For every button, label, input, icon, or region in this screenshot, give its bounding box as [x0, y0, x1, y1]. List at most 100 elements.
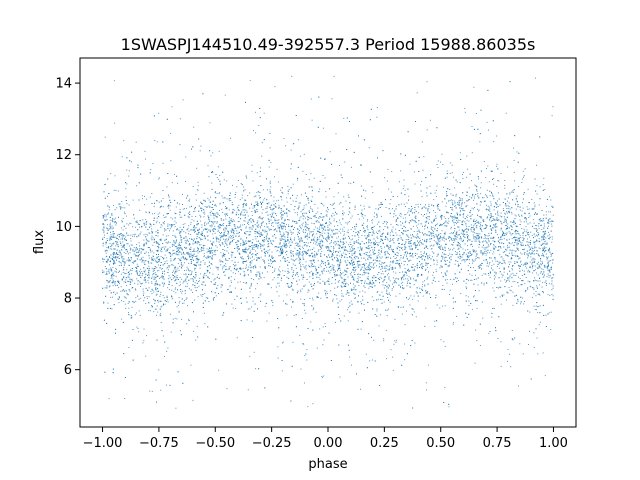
data-point: [187, 268, 189, 270]
data-point: [263, 199, 265, 201]
data-point: [474, 251, 476, 253]
data-point: [338, 246, 340, 248]
data-point: [162, 257, 163, 259]
data-point: [399, 272, 401, 274]
data-point: [297, 208, 299, 210]
data-point: [121, 219, 123, 221]
data-point: [188, 225, 190, 227]
data-point: [280, 213, 282, 215]
data-point: [300, 291, 302, 293]
data-point: [476, 340, 478, 342]
data-point: [176, 306, 178, 308]
data-point: [441, 249, 443, 250]
data-point: [473, 199, 474, 201]
data-point: [436, 236, 438, 238]
data-point: [407, 239, 409, 241]
data-point: [143, 328, 145, 330]
data-point: [456, 223, 458, 225]
data-point: [549, 247, 550, 249]
data-point: [533, 305, 535, 307]
data-point: [411, 254, 413, 256]
data-point: [311, 217, 312, 219]
data-point: [172, 277, 174, 279]
data-point: [225, 266, 227, 268]
data-point: [377, 244, 379, 246]
data-point: [343, 242, 345, 244]
data-point: [320, 297, 322, 299]
data-point: [263, 244, 265, 246]
data-point: [411, 308, 413, 310]
data-point: [268, 166, 270, 168]
data-point: [182, 290, 184, 292]
data-point: [279, 239, 281, 241]
data-point: [533, 242, 535, 244]
data-point: [299, 334, 301, 336]
data-point: [442, 252, 443, 254]
data-point: [451, 208, 453, 210]
data-point: [340, 286, 342, 288]
data-point: [486, 265, 488, 267]
data-point: [389, 280, 391, 282]
data-point: [370, 242, 372, 244]
data-point: [347, 251, 349, 253]
data-point: [369, 266, 371, 268]
data-point: [382, 242, 384, 244]
data-point: [519, 215, 521, 217]
data-point: [369, 244, 371, 246]
data-point: [364, 230, 366, 231]
data-point: [176, 269, 178, 271]
data-point: [533, 250, 535, 252]
data-point: [459, 245, 461, 247]
data-point: [281, 222, 283, 224]
data-point: [514, 261, 516, 263]
data-point: [314, 251, 316, 253]
data-point: [244, 274, 246, 276]
data-point: [137, 272, 138, 274]
data-point: [115, 268, 117, 270]
data-point: [426, 240, 428, 242]
data-point: [425, 224, 427, 226]
data-point: [302, 264, 304, 266]
data-point: [128, 281, 129, 282]
data-point: [226, 244, 228, 246]
data-point: [346, 231, 348, 233]
data-point: [292, 263, 294, 265]
data-point: [429, 245, 431, 247]
data-point: [359, 276, 361, 278]
data-point: [547, 225, 549, 227]
data-point: [206, 235, 208, 237]
data-point: [508, 261, 510, 263]
data-point: [119, 250, 121, 252]
data-point: [323, 205, 325, 207]
data-point: [110, 173, 112, 175]
data-point: [348, 220, 350, 222]
data-point: [323, 228, 324, 230]
data-point: [537, 312, 539, 314]
data-point: [154, 140, 156, 141]
data-point: [315, 254, 317, 256]
data-point: [322, 326, 324, 328]
data-point: [487, 205, 489, 207]
data-point: [155, 259, 157, 261]
data-point: [232, 184, 233, 186]
data-point: [145, 219, 147, 221]
data-point: [507, 279, 509, 281]
data-point: [344, 270, 346, 272]
data-point: [530, 231, 532, 233]
data-point: [204, 312, 205, 314]
data-point: [273, 196, 275, 198]
data-point: [305, 204, 307, 206]
data-point: [285, 212, 287, 214]
data-point: [154, 276, 156, 278]
data-point: [185, 242, 186, 244]
data-point: [380, 251, 382, 252]
data-point: [256, 271, 258, 273]
data-point: [460, 236, 461, 238]
data-point: [124, 303, 126, 305]
data-point: [371, 186, 373, 188]
data-point: [525, 265, 527, 267]
data-point: [533, 222, 535, 224]
data-point: [548, 250, 550, 252]
data-point: [468, 257, 470, 259]
data-point: [527, 257, 529, 259]
